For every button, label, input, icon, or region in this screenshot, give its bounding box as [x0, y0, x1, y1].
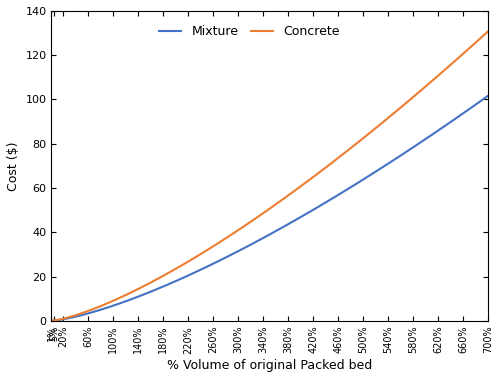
- Legend: Mixture, Concrete: Mixture, Concrete: [154, 20, 345, 43]
- Concrete: [249, 218, 255, 223]
- Concrete: [472, 41, 478, 45]
- Y-axis label: Cost ($): Cost ($): [7, 141, 20, 191]
- Concrete: [261, 210, 267, 215]
- Mixture: [472, 103, 478, 107]
- X-axis label: % Volume of original Packed bed: % Volume of original Packed bed: [167, 359, 372, 372]
- Line: Mixture: Mixture: [52, 96, 488, 321]
- Mixture: [485, 94, 491, 98]
- Concrete: [472, 41, 478, 45]
- Mixture: [71, 315, 77, 319]
- Concrete: [48, 319, 54, 323]
- Concrete: [392, 110, 398, 114]
- Mixture: [249, 241, 255, 246]
- Mixture: [472, 102, 478, 107]
- Mixture: [48, 319, 54, 323]
- Concrete: [71, 313, 77, 318]
- Mixture: [392, 157, 398, 161]
- Concrete: [485, 29, 491, 34]
- Line: Concrete: Concrete: [52, 31, 488, 321]
- Mixture: [261, 235, 267, 240]
